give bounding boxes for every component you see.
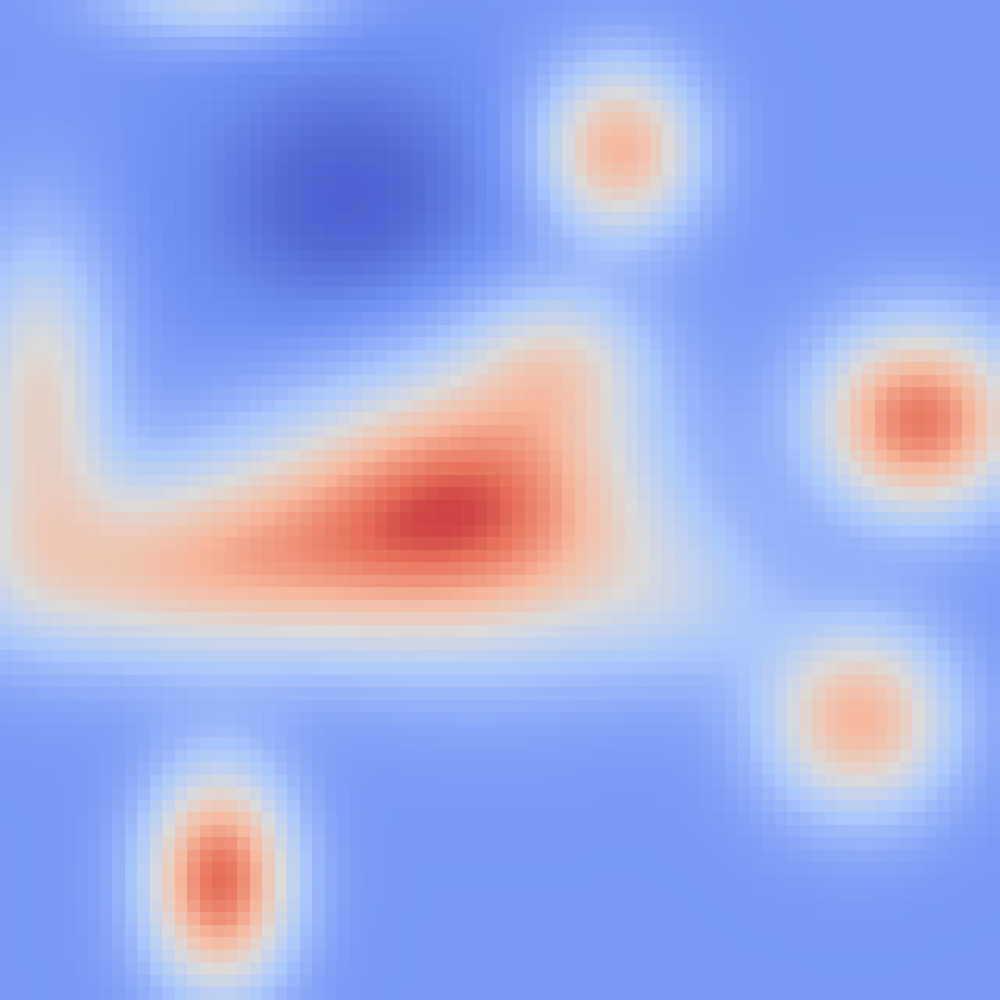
heatmap-canvas — [0, 0, 1000, 1000]
heatmap-chart — [0, 0, 1000, 1000]
